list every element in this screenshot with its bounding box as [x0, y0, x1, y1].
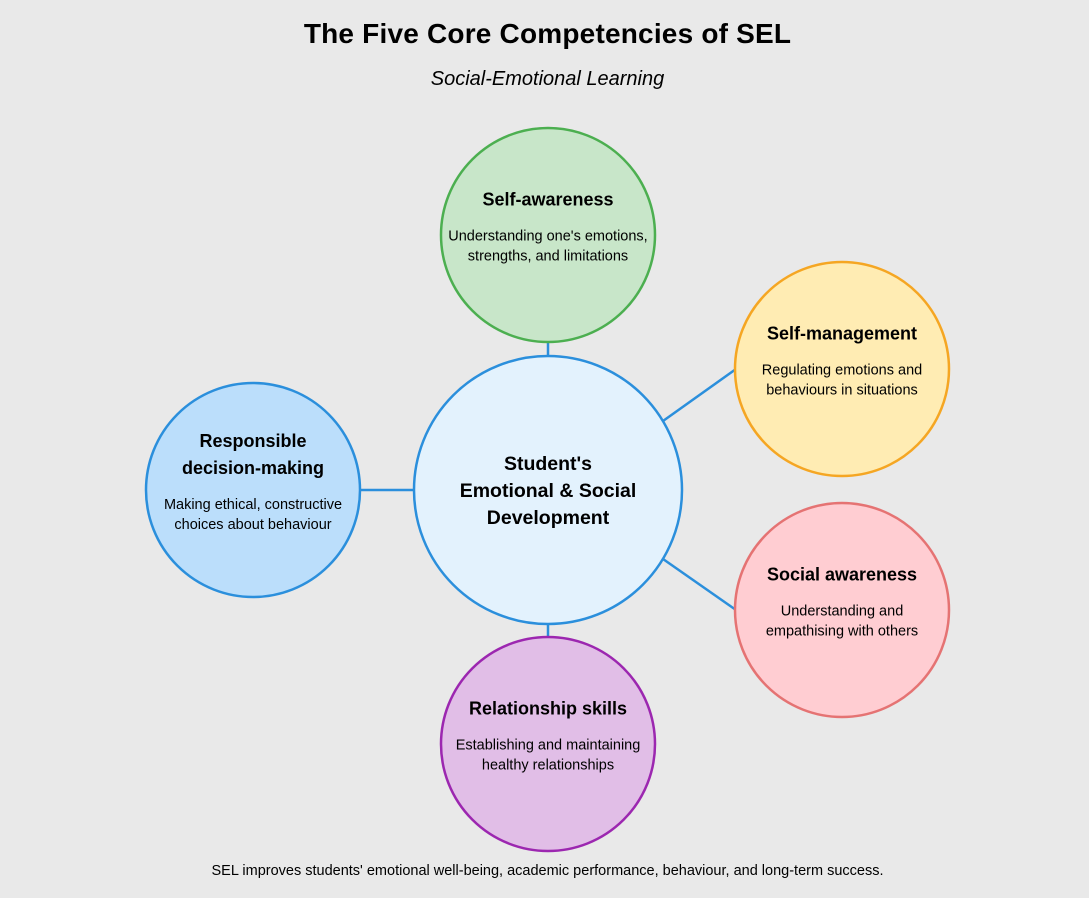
node-description: healthy relationships — [482, 758, 614, 774]
node-circle — [144, 381, 362, 599]
node-title: Social awareness — [767, 565, 917, 585]
node-circle — [733, 501, 951, 719]
node-description: behaviours in situations — [766, 383, 918, 399]
center-node: Student's Emotional & Social Development — [412, 354, 684, 626]
node-relationship-skills: Relationship skills Establishing and main… — [439, 635, 657, 853]
node-title: Self-management — [767, 324, 917, 344]
page-title: The Five Core Competencies of SEL — [303, 18, 792, 49]
center-label-line: Student's — [504, 453, 592, 475]
node-title: Relationship skills — [469, 699, 627, 719]
node-circle — [439, 126, 657, 344]
center-label-line: Development — [487, 507, 610, 529]
node-description: Regulating emotions and — [762, 363, 922, 379]
node-description: Making ethical, constructive — [164, 497, 342, 513]
connector-social-awareness — [662, 557, 737, 612]
node-description: strengths, and limitations — [468, 249, 628, 265]
connector-self-management — [662, 367, 737, 423]
node-responsible-decision-making: Responsible decision-making Making ethical… — [144, 381, 362, 599]
footer-note: SEL improves students' emotional well-be… — [211, 863, 884, 879]
node-description: Establishing and maintaining — [456, 738, 641, 754]
node-title: Responsible — [199, 431, 306, 451]
node-self-awareness: Self-awareness Understanding one's emotio… — [439, 126, 657, 344]
node-circle — [733, 260, 951, 478]
node-description: Understanding and — [781, 604, 904, 620]
center-label-line: Emotional & Social — [460, 480, 637, 502]
node-title: Self-awareness — [482, 190, 613, 210]
page-subtitle: Social-Emotional Learning — [430, 68, 665, 90]
node-self-management: Self-management Regulating emotions and be… — [733, 260, 951, 478]
node-description: Understanding one's emotions, — [448, 229, 647, 245]
node-description: empathising with others — [766, 624, 918, 640]
node-social-awareness: Social awareness Understanding and empathi… — [733, 501, 951, 719]
competency-nodes: Self-awareness Understanding one's emotio… — [144, 126, 951, 853]
node-description: choices about behaviour — [174, 517, 331, 533]
node-title: decision-making — [182, 458, 324, 478]
center-circle — [412, 354, 684, 626]
node-circle — [439, 635, 657, 853]
connector-lines — [360, 342, 737, 637]
